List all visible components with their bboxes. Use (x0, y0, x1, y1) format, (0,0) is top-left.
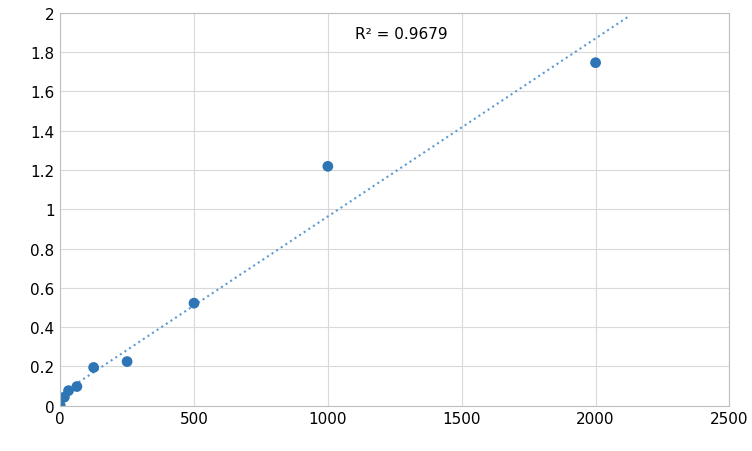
Point (590, 60, 602, 67)
Point (322, 163, 334, 170)
Text: R² = 0.9679: R² = 0.9679 (355, 27, 447, 42)
Point (62, 387, 74, 395)
Point (87, 364, 99, 371)
Point (54, 402, 66, 409)
Point (188, 300, 200, 307)
Point (121, 358, 133, 365)
Point (71, 383, 83, 390)
Point (59, 394, 71, 401)
